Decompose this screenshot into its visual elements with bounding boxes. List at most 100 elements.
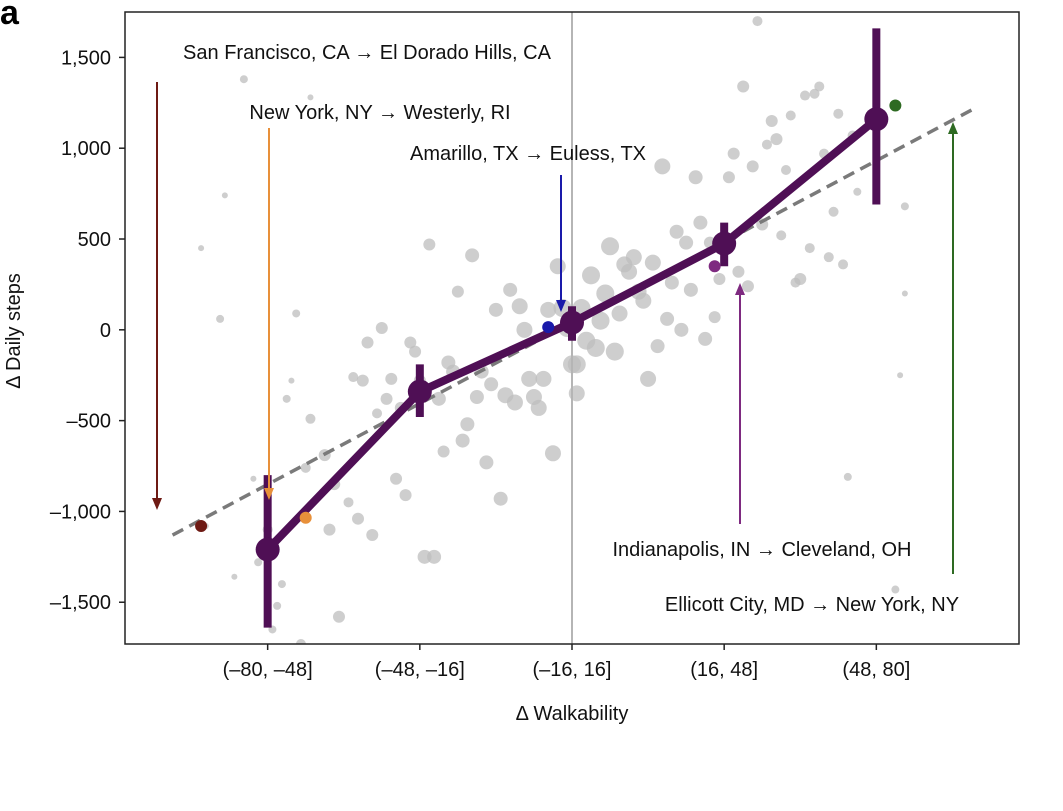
scatter-point: [722, 171, 735, 184]
binned-mean-marker: [255, 537, 280, 562]
scatter-point: [853, 187, 862, 196]
highlight-point: [542, 321, 555, 334]
scatter-point: [465, 248, 480, 263]
y-tick-label: 1,500: [61, 47, 111, 69]
scatter-point: [843, 472, 852, 481]
scatter-point: [295, 639, 306, 644]
scatter-point: [621, 263, 638, 280]
scatter-point: [683, 282, 698, 297]
scatter-point: [591, 311, 610, 330]
scatter-point: [221, 192, 228, 199]
scatter-point: [479, 455, 494, 470]
axis-layer: 1,500 1,000 500 0 –500 –1,000 –1,500 (–80, –48]…: [50, 11, 1020, 681]
scatter-point: [372, 408, 383, 419]
scatter-point: [544, 445, 561, 462]
scatter-point: [423, 238, 436, 251]
scatter-point: [516, 321, 533, 338]
scatter-point: [323, 523, 336, 536]
scatter-point: [650, 339, 665, 354]
scatter-point: [644, 254, 661, 271]
y-tick-label: –1,500: [50, 592, 111, 614]
y-tick-label: –1,000: [50, 501, 111, 523]
scatter-point: [635, 292, 652, 309]
scatter-point: [654, 158, 671, 175]
highlight-arrow-head: [948, 122, 958, 134]
scatter-point: [451, 285, 464, 298]
scatter-point: [567, 355, 586, 374]
highlight-arrow-head: [264, 488, 274, 500]
scatter-point: [640, 370, 657, 387]
scatter-point: [399, 489, 412, 502]
highlight-point: [889, 99, 902, 112]
scatter-point: [282, 394, 291, 403]
scatter-point: [794, 272, 807, 285]
scatter-point: [605, 342, 624, 361]
scatter-point: [437, 445, 450, 458]
scatter-point: [250, 475, 257, 482]
scatter-point: [198, 245, 205, 252]
scatter-point: [828, 206, 839, 217]
scatter-point: [625, 249, 642, 266]
scatter-point: [375, 322, 388, 334]
scatter-point: [679, 235, 694, 250]
binned-mean-marker: [407, 379, 432, 404]
scatter-point: [239, 75, 248, 84]
scatter-point: [674, 322, 689, 337]
scatter-point: [300, 462, 311, 473]
scatter-point: [366, 529, 379, 542]
scatter-point: [352, 512, 365, 525]
scatter-point: [727, 147, 740, 160]
highlight-arrow-head: [152, 498, 162, 510]
scatter-point: [746, 160, 759, 173]
binned-mean-marker: [864, 107, 889, 132]
x-tick-label: (–80, –48]: [223, 659, 313, 681]
scatter-point: [277, 580, 286, 589]
binned-mean-marker: [712, 231, 737, 256]
scatter-point: [431, 391, 446, 406]
scatter-point: [897, 372, 904, 379]
scatter-point: [901, 290, 908, 297]
scatter-point: [809, 88, 820, 99]
scatter-point: [390, 472, 403, 485]
scatter-point: [776, 230, 787, 241]
scatter-point: [741, 280, 754, 293]
scatter-point: [804, 243, 815, 254]
scatter-point: [348, 372, 359, 383]
scatter-point: [698, 331, 713, 346]
scatter-point: [814, 81, 825, 92]
scatter-point: [708, 311, 721, 324]
scatter-point: [752, 16, 763, 27]
scatter-point: [785, 110, 796, 121]
scatter-point: [833, 108, 844, 119]
scatter-point: [343, 497, 354, 508]
scatter-point: [409, 345, 422, 358]
scatter-point: [216, 314, 225, 323]
scatter-point: [484, 377, 499, 392]
scatter-point: [660, 311, 675, 326]
x-axis-title: Δ Walkability: [516, 703, 629, 725]
scatter-point: [549, 258, 566, 275]
scatter-point: [780, 165, 791, 175]
scatter-point: [404, 336, 417, 349]
x-tick-label: (48, 80]: [842, 659, 910, 681]
scatter-point: [488, 302, 503, 317]
scatter-point: [693, 215, 708, 230]
scatter-point: [823, 252, 834, 263]
scatter-point: [361, 336, 374, 349]
highlight-label: Ellicott City, MD → New York, NY: [665, 594, 959, 616]
scatter-point: [688, 170, 703, 185]
highlight-label: New York, NY → Westerly, RI: [249, 102, 510, 124]
scatter-point: [521, 370, 538, 387]
scatter-point: [582, 266, 601, 285]
x-tick-label: (–16, 16]: [533, 659, 612, 681]
scatter-point: [530, 399, 547, 416]
scatter-point: [664, 275, 679, 290]
scatter-point: [455, 433, 470, 448]
highlight-arrow-head: [556, 300, 566, 312]
scatter-point: [737, 80, 750, 93]
scatter-point: [231, 573, 238, 580]
scatter-point: [307, 94, 314, 101]
scatter-point: [385, 372, 398, 385]
scatter-point: [273, 601, 282, 610]
